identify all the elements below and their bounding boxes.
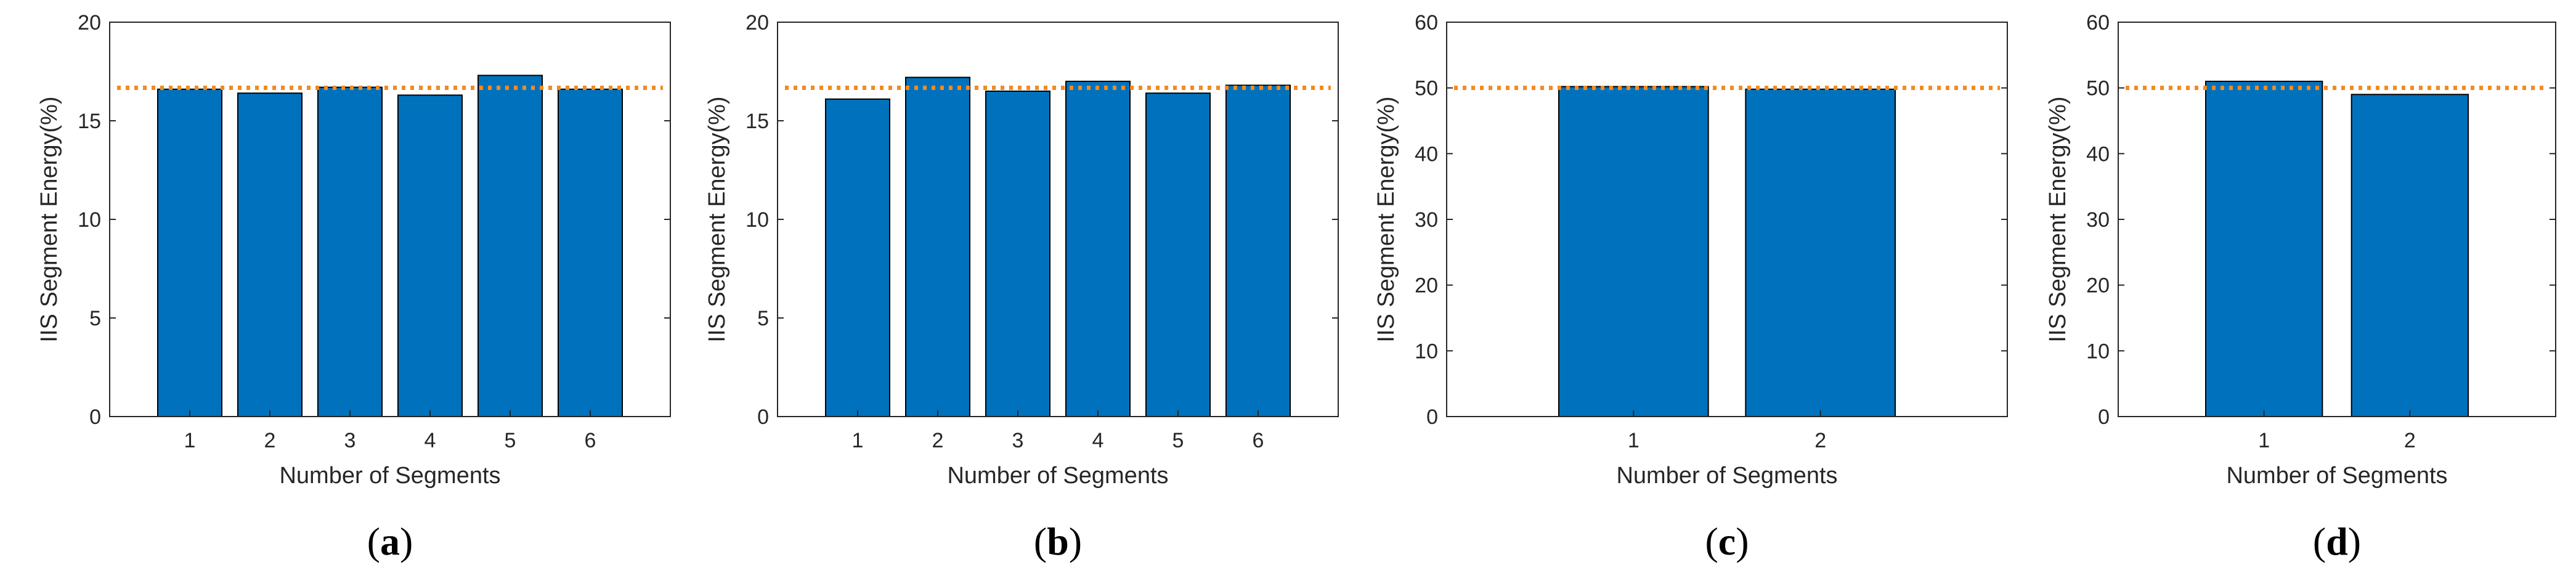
bar-a-3 <box>317 86 383 418</box>
axes-box-d <box>2118 22 2556 417</box>
bar-b-2 <box>905 76 970 418</box>
x-tick-label-b-2: 2 <box>932 429 944 452</box>
x-tick-label-a-1: 1 <box>184 429 196 452</box>
x-tick-label-a-3: 3 <box>344 429 356 452</box>
y-tick-label-d-30: 30 <box>2086 208 2110 232</box>
y-tick-label-a-20: 20 <box>78 11 101 35</box>
bar-b-4 <box>1065 81 1131 417</box>
y-tick-label-d-0: 0 <box>2098 405 2110 429</box>
y-tick-label-b-20: 20 <box>746 11 769 35</box>
x-axis-title-d: Number of Segments <box>2226 463 2447 489</box>
y-tick-label-b-5: 5 <box>757 307 769 330</box>
y-tick-label-b-0: 0 <box>757 405 769 429</box>
y-tick-label-a-10: 10 <box>78 208 101 232</box>
bar-b-6 <box>1225 84 1291 417</box>
y-tick-label-c-0: 0 <box>1426 405 1438 429</box>
y-tick-label-a-0: 0 <box>89 405 101 429</box>
y-tick-label-d-40: 40 <box>2086 142 2110 166</box>
bar-a-2 <box>237 92 303 417</box>
y-tick-label-b-15: 15 <box>746 110 769 133</box>
y-tick-label-c-20: 20 <box>1415 274 1438 298</box>
y-tick-label-c-10: 10 <box>1415 340 1438 363</box>
panel-label-c: (c) <box>1705 519 1749 563</box>
chart-panel-b: 0 5 10 15 20 1 2 3 4 5 6 Number of Segments IIS Segm… <box>704 11 1339 563</box>
panel-label-a: (a) <box>367 519 413 563</box>
x-tick-label-b-6: 6 <box>1253 429 1264 452</box>
bar-d-1 <box>2205 81 2323 417</box>
y-axis-title-c: IIS Segment Energy(%) <box>1373 96 1399 342</box>
y-tick-label-a-5: 5 <box>89 307 101 330</box>
y-tick-label-c-60: 60 <box>1415 11 1438 35</box>
bar-a-5 <box>477 75 543 417</box>
x-tick-label-a-5: 5 <box>505 429 516 452</box>
x-tick-label-d-2: 2 <box>2404 429 2416 452</box>
y-tick-label-d-20: 20 <box>2086 274 2110 298</box>
bar-b-5 <box>1145 92 1211 417</box>
x-tick-label-d-1: 1 <box>2258 429 2270 452</box>
y-tick-label-d-10: 10 <box>2086 340 2110 363</box>
x-axis-title-a: Number of Segments <box>279 463 500 489</box>
x-tick-label-a-2: 2 <box>264 429 276 452</box>
bar-b-3 <box>985 91 1050 417</box>
bar-d-2 <box>2350 94 2469 418</box>
bar-a-6 <box>558 88 623 418</box>
bar-c-2 <box>1745 88 1896 418</box>
bar-a-4 <box>397 94 463 417</box>
x-tick-label-b-5: 5 <box>1172 429 1184 452</box>
y-axis-title-a: IIS Segment Energy(%) <box>36 96 62 342</box>
y-tick-label-d-60: 60 <box>2086 11 2110 35</box>
x-axis-title-c: Number of Segments <box>1616 463 1837 489</box>
bar-c-1 <box>1558 86 1709 418</box>
y-tick-label-a-15: 15 <box>78 110 101 133</box>
y-tick-label-b-10: 10 <box>746 208 769 232</box>
chart-panel-a: 0 5 10 15 20 1 2 3 4 5 6 Number of Segments IIS Segm… <box>36 11 671 563</box>
y-tick-label-c-40: 40 <box>1415 142 1438 166</box>
axes-box-c <box>1446 22 2008 417</box>
x-tick-label-c-1: 1 <box>1628 429 1639 452</box>
y-tick-label-c-30: 30 <box>1415 208 1438 232</box>
chart-panel-d: 0 10 20 30 40 50 60 1 2 Number of Segments IIS Seg… <box>2045 11 2556 563</box>
panel-label-b: (b) <box>1034 519 1082 563</box>
x-tick-label-c-2: 2 <box>1814 429 1826 452</box>
y-axis-title-b: IIS Segment Energy(%) <box>704 96 730 342</box>
y-tick-label-d-50: 50 <box>2086 77 2110 100</box>
chart-panel-c: 0 10 20 30 40 50 60 1 2 Number of Segments IIS Seg… <box>1373 11 2008 563</box>
x-tick-label-b-4: 4 <box>1092 429 1104 452</box>
bar-a-1 <box>157 88 222 418</box>
x-axis-title-b: Number of Segments <box>947 463 1168 489</box>
x-tick-label-a-4: 4 <box>425 429 436 452</box>
x-tick-label-a-6: 6 <box>585 429 596 452</box>
bar-b-1 <box>825 98 890 418</box>
x-tick-label-b-3: 3 <box>1012 429 1024 452</box>
y-axis-title-d: IIS Segment Energy(%) <box>2045 96 2071 342</box>
x-tick-label-b-1: 1 <box>852 429 864 452</box>
panel-label-d: (d) <box>2313 519 2361 563</box>
y-tick-label-c-50: 50 <box>1415 77 1438 100</box>
